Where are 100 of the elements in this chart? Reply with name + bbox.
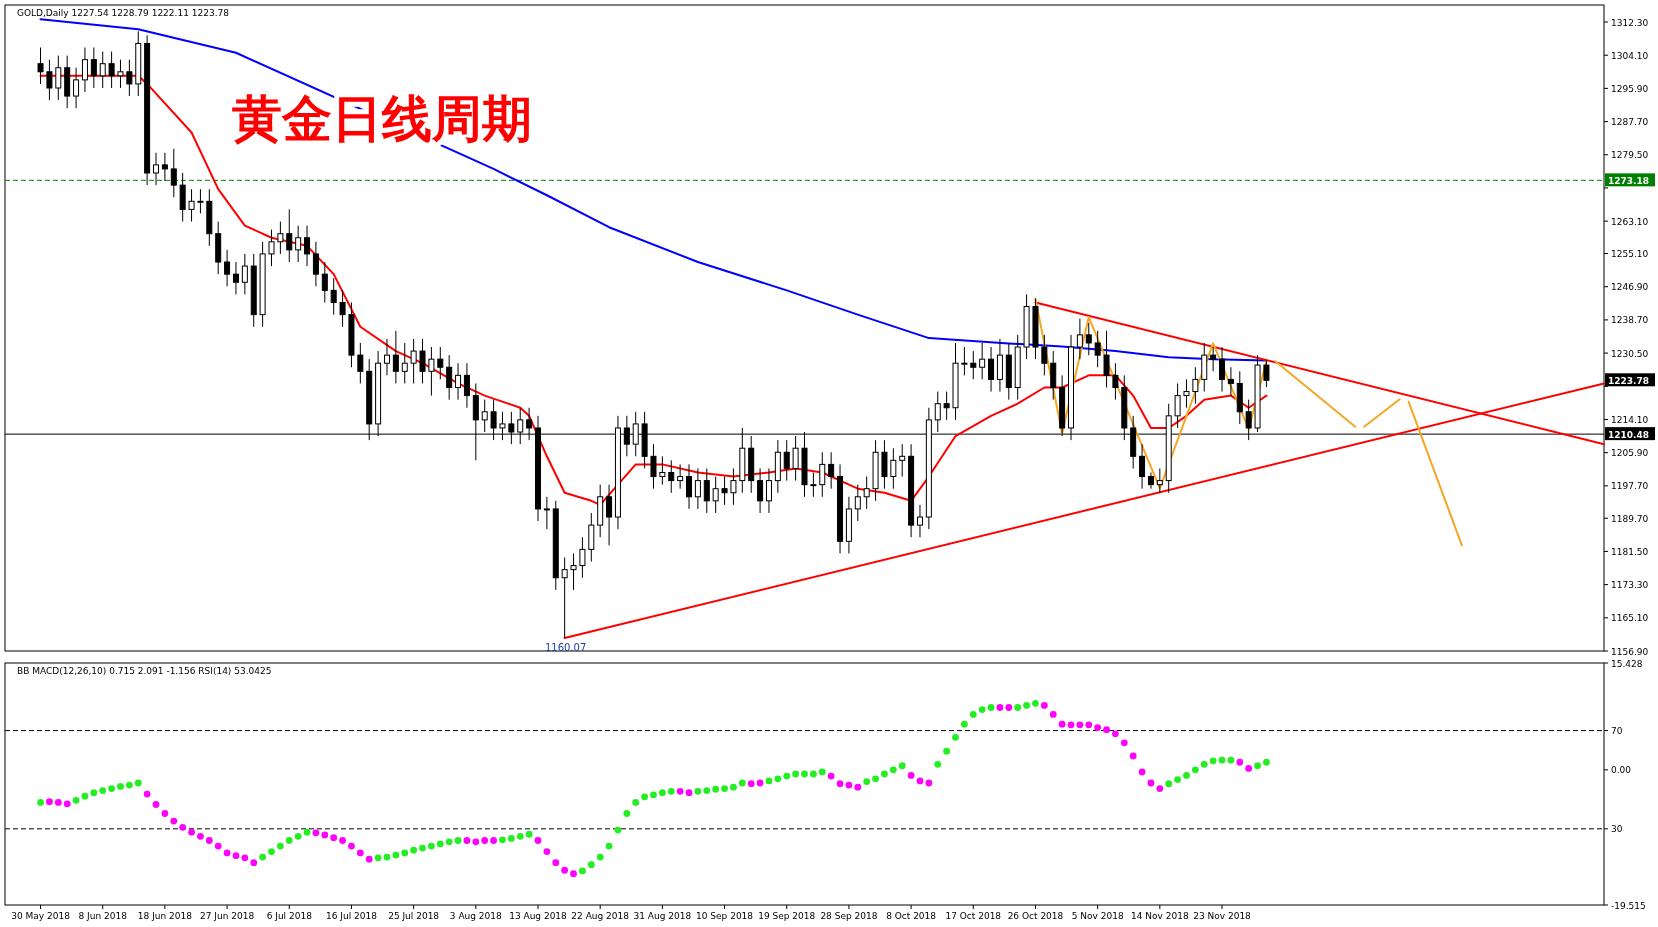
candlestick (268, 229, 275, 267)
candlestick (117, 59, 124, 89)
candlestick (686, 463, 693, 510)
y-tick-label: 1246.90 (1611, 282, 1649, 293)
candlestick (783, 439, 790, 482)
candlestick (1192, 366, 1199, 405)
candlestick (99, 51, 106, 89)
candlestick (765, 467, 772, 514)
candlestick (1103, 330, 1110, 388)
candlestick (1210, 346, 1217, 372)
annotation: 1223.78 (1608, 375, 1649, 386)
candlestick (1139, 443, 1146, 490)
y-tick-label: 1181.50 (1611, 546, 1649, 557)
candlestick (170, 148, 177, 198)
x-tick-label: 16 Jul 2018 (325, 911, 378, 921)
candlestick (73, 67, 80, 109)
candlestick (286, 208, 293, 263)
candlestick (304, 225, 311, 267)
candlestick (1094, 330, 1101, 368)
candlestick (863, 476, 870, 510)
candlestick (970, 350, 977, 380)
candlestick (241, 253, 248, 295)
annotation: 1160.07 (544, 642, 587, 654)
ref-line-label: 1273.18 (1608, 175, 1649, 186)
candlestick (446, 354, 453, 401)
chart-title: BB MACD(12,26,10) 0.715 2.091 -1.156 RSI(14) 53.0425 (17, 666, 272, 676)
candlestick (46, 59, 53, 101)
candlestick (1219, 346, 1226, 393)
candlestick (401, 342, 408, 384)
candlestick (463, 362, 470, 409)
candlestick (1183, 378, 1190, 409)
x-tick-label: 14 Nov 2018 (1131, 911, 1189, 921)
candlestick (988, 346, 995, 393)
candlestick (1076, 318, 1083, 360)
x-tick-label: 23 Nov 2018 (1193, 911, 1252, 921)
candlestick (721, 476, 728, 506)
y-tick-label: 1238.70 (1611, 315, 1649, 326)
candlestick (677, 463, 684, 490)
candlestick (890, 447, 897, 490)
y-tick-label: 1189.70 (1611, 513, 1649, 524)
candlestick (1263, 359, 1270, 388)
candlestick (419, 338, 426, 384)
x-tick-label: 25 Jul 2018 (388, 911, 440, 921)
candlestick (943, 391, 950, 421)
candlestick (703, 467, 710, 514)
candlestick (810, 472, 817, 498)
candlestick (561, 557, 568, 639)
candlestick (1112, 362, 1119, 401)
candlestick (579, 536, 586, 579)
candlestick (730, 467, 737, 506)
y-tick-label: -19.515 (1611, 900, 1646, 911)
candlestick (126, 59, 133, 97)
line-series (39, 74, 1268, 506)
candlestick (188, 188, 195, 223)
x-tick-label: 31 Aug 2018 (633, 911, 692, 921)
candlestick (392, 330, 399, 384)
candlestick (979, 342, 986, 380)
candlestick (410, 338, 417, 384)
x-tick-label: 18 Jun 2018 (137, 911, 193, 921)
candlestick (712, 476, 719, 514)
candlestick (295, 225, 302, 263)
candlestick (828, 451, 835, 490)
x-tick-label: 5 Nov 2018 (1071, 911, 1124, 921)
candlestick (819, 451, 826, 498)
x-tick-label: 13 Aug 2018 (509, 911, 568, 921)
candlestick (1174, 382, 1181, 429)
y-tick-label: 1312.30 (1611, 17, 1649, 28)
y-tick-label: 1205.90 (1611, 448, 1649, 459)
candlestick (694, 467, 701, 510)
y-tick-label: 1173.30 (1611, 580, 1649, 591)
x-tick-label: 8 Oct 2018 (886, 911, 937, 921)
candlestick (606, 484, 613, 546)
x-tick-label: 17 Oct 2018 (945, 911, 1002, 921)
candlestick (668, 459, 675, 494)
candlestick (383, 338, 390, 376)
candlestick (854, 484, 861, 522)
x-tick-label: 22 Aug 2018 (571, 911, 630, 921)
candlestick (650, 443, 657, 490)
ref-line-label: 1210.48 (1608, 429, 1649, 440)
y-tick-label: 1304.10 (1611, 50, 1649, 61)
x-tick-label: 6 Jul 2018 (266, 911, 313, 921)
y-tick-label: 1255.10 (1611, 249, 1649, 260)
candlestick (961, 346, 968, 376)
candlestick (55, 55, 62, 101)
candlestick (232, 261, 239, 295)
candlestick (570, 552, 577, 591)
candlestick (197, 188, 204, 214)
candlestick (1156, 467, 1163, 494)
candlestick (757, 467, 764, 514)
candlestick (1085, 322, 1092, 356)
line-series (1034, 297, 1268, 490)
candlestick (357, 342, 364, 384)
candlestick (81, 47, 88, 93)
x-tick-label: 3 Aug 2018 (449, 911, 503, 921)
y-tick-label: 1263.10 (1611, 216, 1649, 227)
x-tick-label: 27 Jun 2018 (200, 911, 255, 921)
y-tick-label: 1165.10 (1611, 613, 1649, 624)
candlestick (321, 261, 328, 303)
candlestick (1227, 366, 1234, 397)
y2-tick-label: 70 (1611, 726, 1623, 737)
